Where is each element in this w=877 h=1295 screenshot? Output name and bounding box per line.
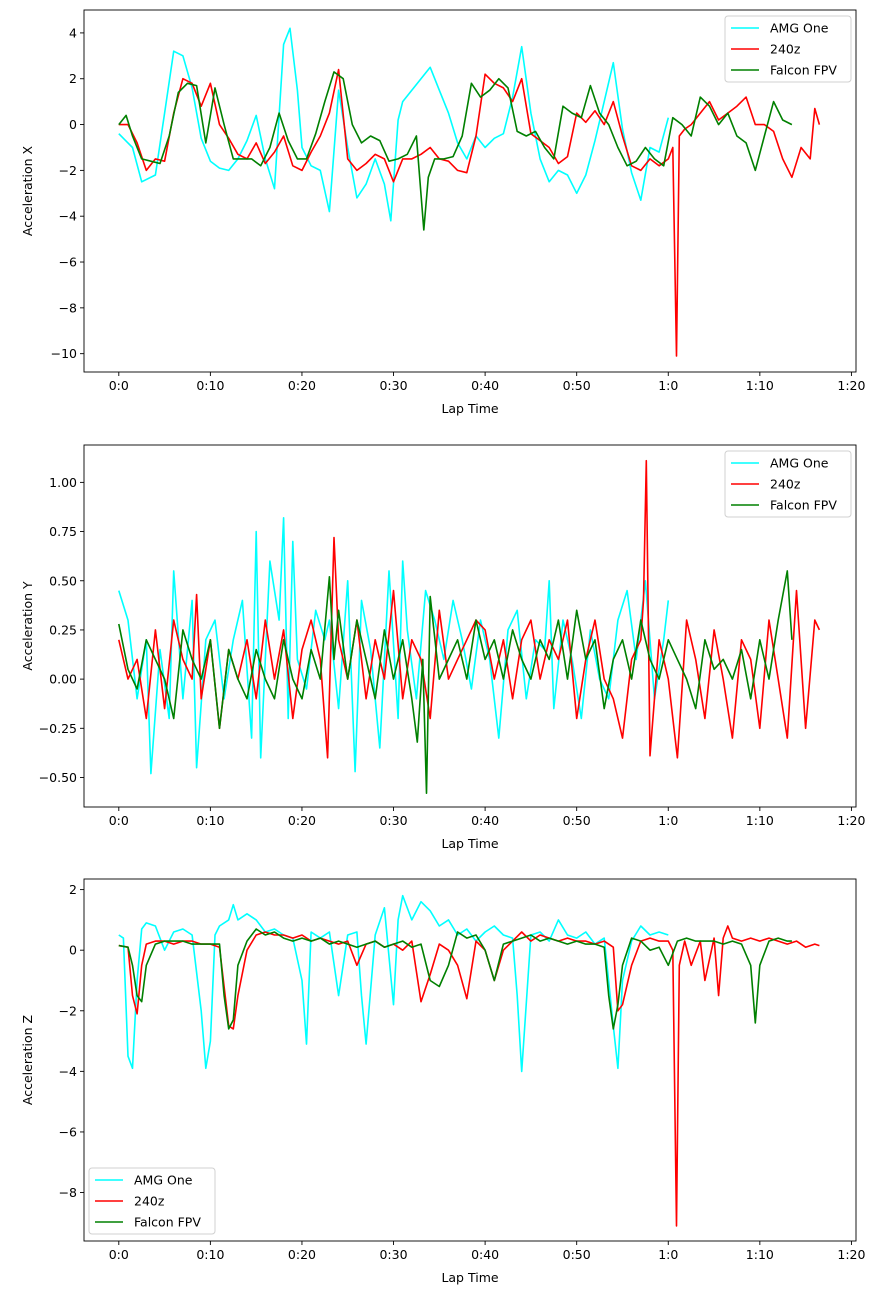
series-line-amg-one bbox=[118, 516, 670, 775]
x-tick-label: 0:50 bbox=[563, 813, 591, 828]
series-line-amg-one bbox=[118, 894, 669, 1073]
y-tick-label: 0.75 bbox=[49, 524, 77, 539]
legend-label: AMG One bbox=[770, 456, 829, 471]
chart-1: 0:0 0:10 0:20 0:30 0:40 0:50 1:0 1:10 1:20 −10 −8 −… bbox=[20, 9, 865, 416]
x-tick-label: 0:40 bbox=[471, 378, 499, 393]
x-tick-label: 0:0 bbox=[109, 1247, 129, 1262]
legend-box bbox=[724, 450, 852, 518]
x-tick-label: 0:0 bbox=[109, 378, 129, 393]
x-axis-label: Lap Time bbox=[441, 1270, 498, 1285]
y-tick-label: −6 bbox=[59, 255, 77, 270]
y-tick-label: −2 bbox=[59, 163, 77, 178]
y-tick-label: −6 bbox=[59, 1124, 77, 1139]
y-tick-label: −4 bbox=[59, 1064, 77, 1079]
x-tick-label: 1:0 bbox=[658, 1247, 678, 1262]
series-line-amg-one bbox=[118, 27, 670, 222]
x-tick-label: 0:40 bbox=[471, 1247, 499, 1262]
plot-frame bbox=[83, 444, 857, 808]
y-tick-label: −10 bbox=[51, 346, 77, 361]
y-tick-label: 0 bbox=[69, 943, 77, 958]
x-tick-label: 0:10 bbox=[196, 1247, 224, 1262]
legend: AMG One 240z Falcon FPV bbox=[724, 15, 852, 83]
x-tick-label: 0:20 bbox=[288, 378, 316, 393]
y-axis-label: Acceleration X bbox=[20, 145, 35, 236]
series-line-240z bbox=[118, 925, 820, 1227]
legend-label: 240z bbox=[770, 42, 801, 57]
y-tick-label: −8 bbox=[59, 1185, 77, 1200]
chart-2: 0:0 0:10 0:20 0:30 0:40 0:50 1:0 1:10 1:20 −0.50 −… bbox=[20, 444, 865, 851]
legend-label: Falcon FPV bbox=[770, 63, 837, 78]
x-tick-label: 0:10 bbox=[196, 813, 224, 828]
x-tick-label: 0:50 bbox=[563, 378, 591, 393]
legend: AMG One 240z Falcon FPV bbox=[724, 450, 852, 518]
series-line-falcon-fpv bbox=[118, 570, 793, 795]
plot-frame bbox=[83, 9, 857, 373]
x-tick-label: 1:0 bbox=[658, 813, 678, 828]
x-tick-label: 0:30 bbox=[379, 1247, 407, 1262]
y-tick-label: 0.50 bbox=[49, 573, 77, 588]
legend-label: 240z bbox=[134, 1194, 165, 1209]
x-tick-label: 1:10 bbox=[746, 378, 774, 393]
x-tick-label: 0:20 bbox=[288, 1247, 316, 1262]
legend-box bbox=[88, 1167, 216, 1235]
y-tick-label: 0 bbox=[69, 117, 77, 132]
y-tick-label: −8 bbox=[59, 300, 77, 315]
x-tick-label: 0:20 bbox=[288, 813, 316, 828]
x-tick-label: 1:20 bbox=[837, 1247, 865, 1262]
y-tick-label: 0.25 bbox=[49, 622, 77, 637]
legend-label: Falcon FPV bbox=[134, 1215, 201, 1230]
legend-box bbox=[724, 15, 852, 83]
y-tick-label: 0.00 bbox=[49, 672, 77, 687]
x-tick-label: 0:30 bbox=[379, 813, 407, 828]
x-tick-label: 0:0 bbox=[109, 813, 129, 828]
y-tick-label: 4 bbox=[69, 25, 77, 40]
legend: AMG One 240z Falcon FPV bbox=[88, 1167, 216, 1235]
x-tick-label: 1:20 bbox=[837, 813, 865, 828]
y-tick-label: −0.50 bbox=[39, 770, 77, 785]
legend-label: Falcon FPV bbox=[770, 498, 837, 513]
y-tick-label: −2 bbox=[59, 1003, 77, 1018]
x-axis-label: Lap Time bbox=[441, 401, 498, 416]
x-tick-label: 1:10 bbox=[746, 813, 774, 828]
series-line-240z bbox=[118, 68, 821, 357]
y-tick-label: −0.25 bbox=[39, 721, 77, 736]
y-tick-label: 2 bbox=[69, 882, 77, 897]
chart-3: 0:0 0:10 0:20 0:30 0:40 0:50 1:0 1:10 1:20 −8 −6 −4… bbox=[20, 878, 865, 1285]
y-axis-label: Acceleration Y bbox=[20, 581, 35, 671]
series-line-falcon-fpv bbox=[118, 71, 793, 231]
series-line-falcon-fpv bbox=[118, 928, 792, 1030]
plot-frame bbox=[83, 878, 857, 1242]
x-axis-label: Lap Time bbox=[441, 836, 498, 851]
x-tick-label: 0:10 bbox=[196, 378, 224, 393]
series-line-240z bbox=[118, 459, 821, 759]
legend-label: AMG One bbox=[134, 1173, 193, 1188]
x-tick-label: 0:40 bbox=[471, 813, 499, 828]
y-tick-label: 2 bbox=[69, 71, 77, 86]
x-tick-label: 1:10 bbox=[746, 1247, 774, 1262]
legend-label: AMG One bbox=[770, 21, 829, 36]
x-tick-label: 0:50 bbox=[563, 1247, 591, 1262]
legend-label: 240z bbox=[770, 477, 801, 492]
y-tick-label: 1.00 bbox=[49, 475, 77, 490]
y-tick-label: −4 bbox=[59, 209, 77, 224]
x-tick-label: 1:0 bbox=[658, 378, 678, 393]
x-tick-label: 0:30 bbox=[379, 378, 407, 393]
x-tick-label: 1:20 bbox=[837, 378, 865, 393]
y-axis-label: Acceleration Z bbox=[20, 1015, 35, 1105]
